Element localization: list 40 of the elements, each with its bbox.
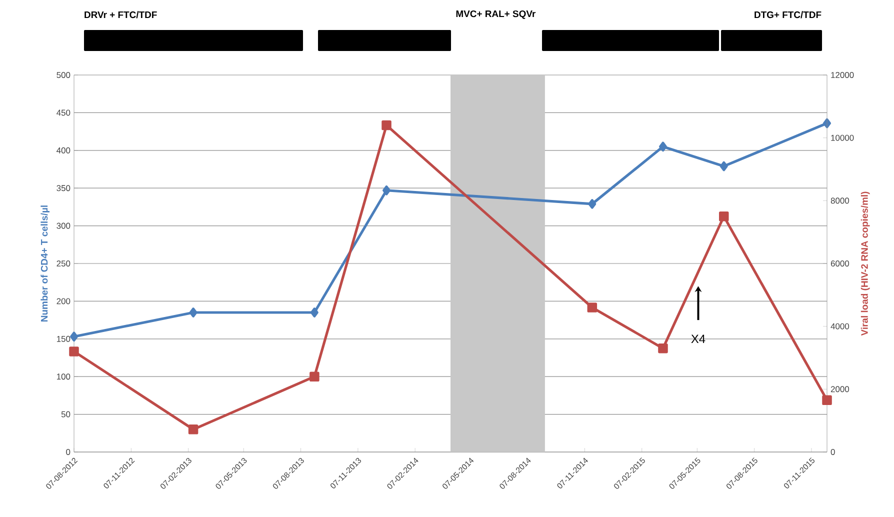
y-tick-label: 50 bbox=[61, 411, 70, 418]
y2-axis-title: Viral load (HIV-2 RNA copies/ml) bbox=[860, 192, 870, 336]
y-tick-label: 0 bbox=[66, 449, 70, 455]
point bbox=[822, 395, 832, 406]
y-tick-label: 500 bbox=[56, 72, 70, 78]
y-tick-label: 150 bbox=[56, 336, 70, 342]
point bbox=[310, 372, 320, 382]
y-tick-label: 450 bbox=[56, 110, 70, 116]
point bbox=[382, 185, 390, 196]
point bbox=[69, 346, 79, 356]
y2-tick-label: 2000 bbox=[830, 386, 850, 392]
y-tick-label: 250 bbox=[56, 260, 70, 266]
point bbox=[823, 118, 831, 128]
point bbox=[587, 302, 598, 312]
y2-tick-label: 4000 bbox=[830, 323, 850, 330]
point bbox=[588, 199, 596, 209]
y-tick-label: 100 bbox=[56, 374, 70, 380]
y-tick-label: 400 bbox=[56, 147, 70, 154]
y2-tick-label: 0 bbox=[830, 449, 835, 455]
point bbox=[718, 211, 729, 222]
y2-tick-label: 12000 bbox=[831, 72, 854, 78]
y2-tick-label: 8000 bbox=[830, 198, 850, 204]
y-axis-title: Number of CD4+ T cells/µl bbox=[40, 206, 50, 322]
text: DRVr + FTC/TDF bbox=[84, 11, 157, 18]
point bbox=[720, 161, 728, 172]
point bbox=[659, 142, 667, 152]
y2-tick-label: 6000 bbox=[830, 260, 850, 266]
point bbox=[658, 343, 668, 354]
y-tick-label: 300 bbox=[56, 222, 70, 229]
point bbox=[382, 120, 392, 130]
annotation: X4 bbox=[691, 334, 706, 344]
point bbox=[70, 332, 78, 342]
point bbox=[310, 308, 318, 318]
text: DTG+ FTC/TDF bbox=[754, 11, 822, 18]
point bbox=[189, 308, 198, 318]
y2-tick-label: 10000 bbox=[831, 134, 854, 141]
y-tick-label: 200 bbox=[56, 298, 70, 304]
text: MVC+ RAL+ SQVr bbox=[456, 10, 536, 19]
point bbox=[188, 424, 198, 434]
y-tick-label: 350 bbox=[56, 185, 70, 192]
